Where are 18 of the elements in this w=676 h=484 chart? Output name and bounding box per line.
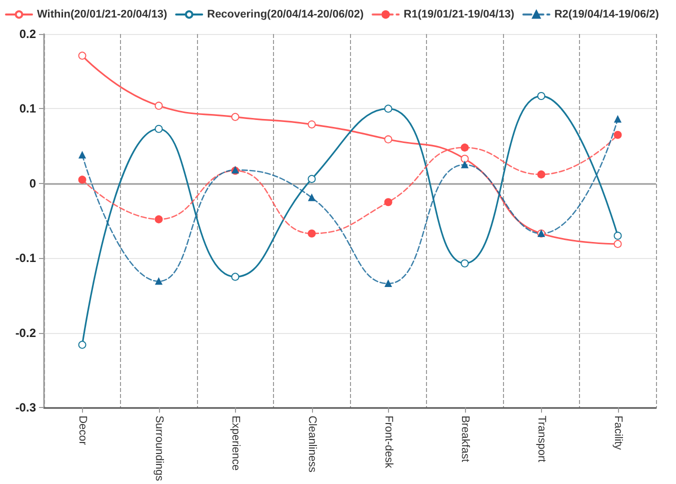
y-tick-label: 0.2: [19, 27, 36, 41]
legend-label: Recovering(20/04/14-20/06/02): [207, 8, 364, 20]
legend-label: R1(19/01/21-19/04/13): [404, 8, 515, 20]
y-tick-label: -0.3: [15, 400, 36, 415]
y-tick-label: 0.1: [19, 102, 36, 116]
x-tick-label: Experience: [229, 416, 242, 471]
x-tick-label: Transport: [535, 416, 548, 462]
y-tick-label: -0.1: [15, 251, 36, 266]
x-tick-label: Facility: [612, 416, 624, 450]
y-tick-label: -0.2: [15, 326, 36, 340]
legend-label: Within(20/01/21-20/04/13): [37, 8, 168, 20]
x-tick-label: Decor: [76, 416, 88, 446]
x-tick-label: Breakfast: [458, 416, 471, 462]
x-tick-label: Front-desk: [382, 416, 394, 469]
x-tick-label: Cleanliness: [306, 416, 318, 473]
y-tick-label: 0: [29, 176, 36, 190]
x-tick-label: Surroundings: [152, 416, 165, 482]
legend-label: R2(19/04/14-19/06/2): [554, 8, 660, 20]
